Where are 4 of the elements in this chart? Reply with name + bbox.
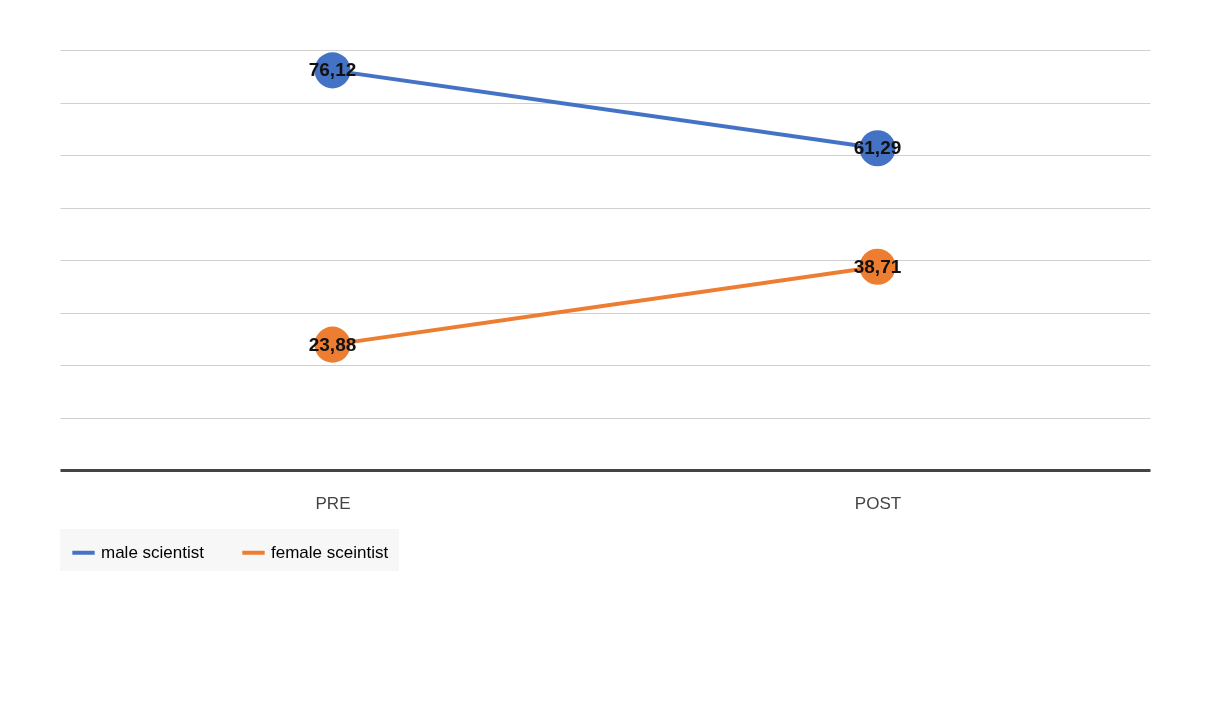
- x-tick-label: PRE: [315, 493, 351, 513]
- x-tick-label: POST: [854, 493, 902, 513]
- legend-label: female sceintist: [271, 542, 389, 562]
- legend-label: male scientist: [101, 542, 205, 562]
